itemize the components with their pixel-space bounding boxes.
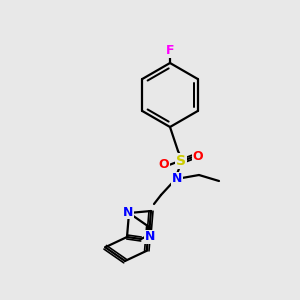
Text: S: S [176, 154, 186, 168]
Text: O: O [193, 151, 203, 164]
Text: N: N [172, 172, 182, 185]
Text: N: N [145, 230, 155, 244]
Text: F: F [166, 44, 174, 58]
Text: O: O [159, 158, 169, 172]
Text: N: N [123, 206, 133, 218]
